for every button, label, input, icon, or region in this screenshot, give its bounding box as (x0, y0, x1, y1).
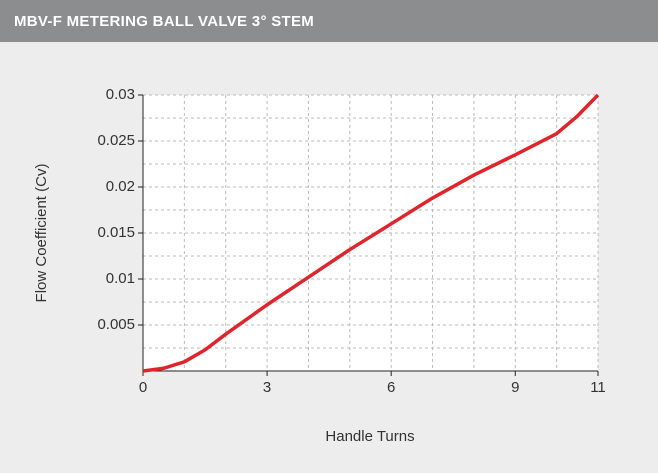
y-axis-label: Flow Coefficient (Cv) (33, 164, 50, 303)
header-bar (0, 0, 658, 42)
x-tick-label: 0 (139, 379, 147, 396)
y-tick-label: 0.03 (106, 86, 135, 103)
y-tick-label: 0.01 (106, 270, 135, 287)
y-tick-label: 0.005 (97, 316, 135, 333)
y-tick-label: 0.025 (97, 132, 135, 149)
y-tick-label: 0.015 (97, 224, 135, 241)
line-series (142, 93, 600, 373)
x-tick-label: 11 (590, 379, 606, 396)
x-tick-label: 6 (387, 379, 395, 396)
x-axis-label: Handle Turns (325, 428, 414, 445)
y-tick-label: 0.02 (106, 178, 135, 195)
x-tick-label: 9 (511, 379, 519, 396)
x-tick-label: 3 (263, 379, 271, 396)
header-title: MBV-F METERING BALL VALVE 3° STEM (14, 13, 314, 30)
